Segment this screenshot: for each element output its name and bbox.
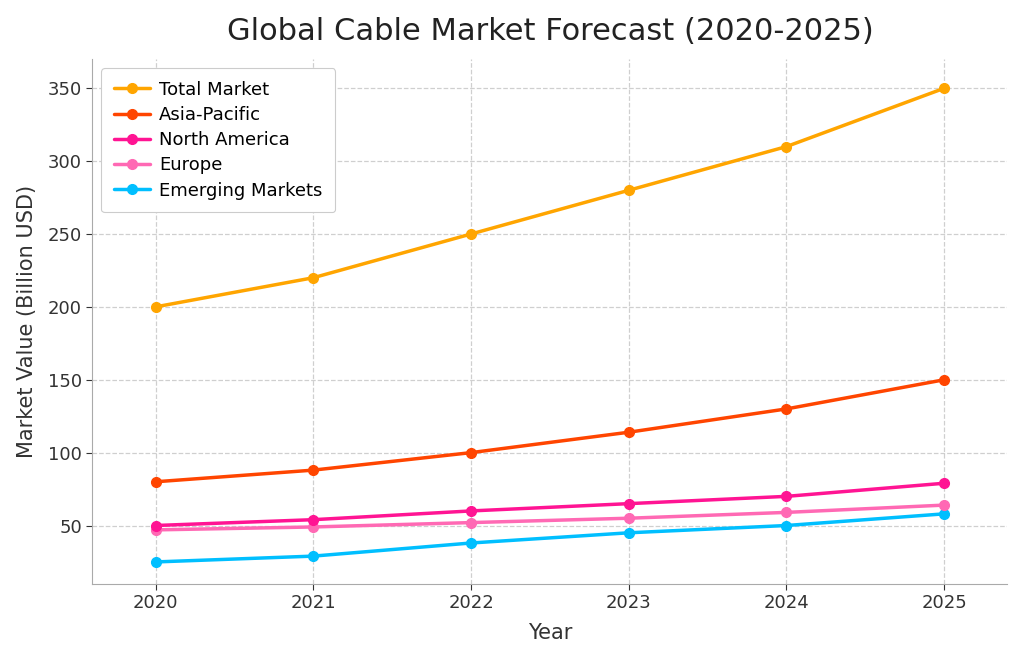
Total Market	[465, 230, 477, 238]
Europe	[465, 519, 477, 527]
Line: Emerging Markets: Emerging Markets	[151, 509, 949, 567]
Line: Total Market: Total Market	[151, 83, 949, 312]
X-axis label: Year: Year	[527, 623, 572, 644]
Emerging Markets	[938, 510, 950, 518]
Europe	[938, 501, 950, 509]
Total Market	[150, 303, 162, 311]
North America	[938, 479, 950, 487]
Asia-Pacific	[307, 466, 319, 474]
North America	[623, 500, 635, 508]
Total Market	[938, 84, 950, 92]
Total Market	[780, 143, 793, 150]
Emerging Markets	[780, 521, 793, 529]
Emerging Markets	[307, 552, 319, 560]
Asia-Pacific	[938, 376, 950, 383]
Europe	[623, 514, 635, 522]
Europe	[150, 526, 162, 534]
North America	[307, 515, 319, 523]
Asia-Pacific	[465, 449, 477, 457]
Line: North America: North America	[151, 478, 949, 531]
Asia-Pacific	[780, 405, 793, 413]
Asia-Pacific	[623, 428, 635, 436]
North America	[150, 521, 162, 529]
Emerging Markets	[150, 558, 162, 566]
North America	[465, 507, 477, 515]
Emerging Markets	[623, 529, 635, 537]
Y-axis label: Market Value (Billion USD): Market Value (Billion USD)	[16, 185, 37, 458]
North America	[780, 492, 793, 500]
Title: Global Cable Market Forecast (2020-2025): Global Cable Market Forecast (2020-2025)	[226, 16, 873, 46]
Legend: Total Market, Asia-Pacific, North America, Europe, Emerging Markets: Total Market, Asia-Pacific, North Americ…	[101, 68, 335, 213]
Asia-Pacific	[150, 478, 162, 486]
Europe	[307, 523, 319, 531]
Total Market	[307, 274, 319, 282]
Total Market	[623, 186, 635, 194]
Line: Asia-Pacific: Asia-Pacific	[151, 375, 949, 486]
Line: Europe: Europe	[151, 500, 949, 535]
Emerging Markets	[465, 539, 477, 547]
Europe	[780, 508, 793, 516]
